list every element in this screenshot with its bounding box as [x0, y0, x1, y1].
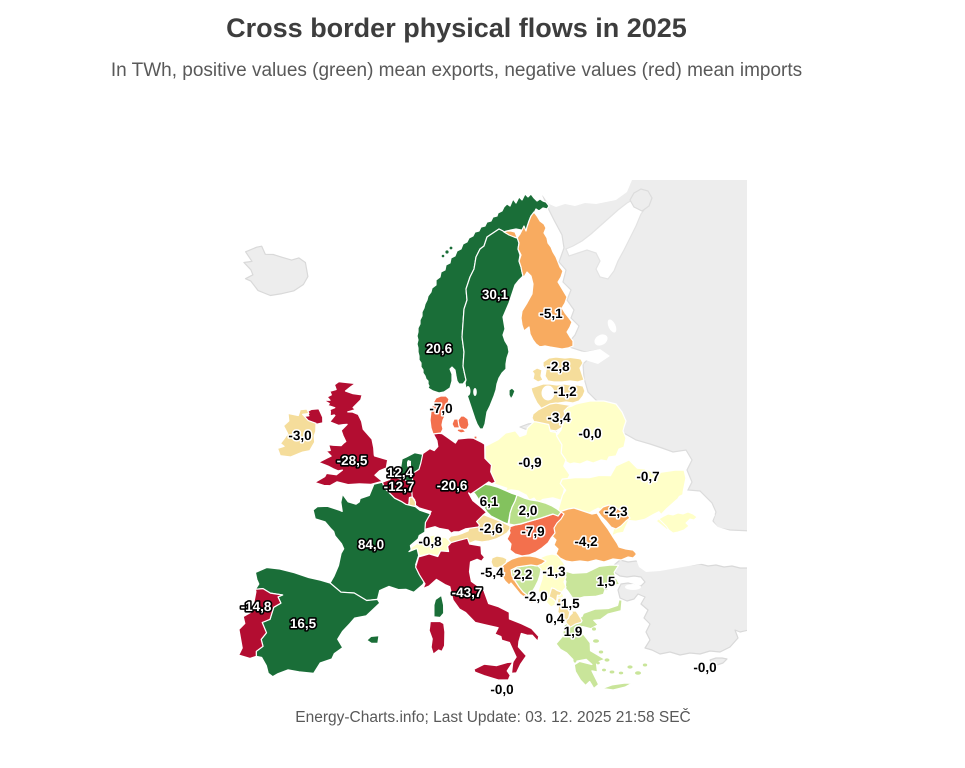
svg-text:2,2: 2,2 [514, 567, 533, 582]
svg-text:6,1: 6,1 [480, 494, 499, 509]
svg-text:-0,8: -0,8 [418, 534, 442, 549]
svg-text:1,9: 1,9 [564, 624, 583, 639]
svg-text:-2,8: -2,8 [546, 359, 570, 374]
svg-text:-0,7: -0,7 [636, 469, 659, 484]
svg-text:84,0: 84,0 [358, 537, 384, 552]
svg-text:-12,7: -12,7 [384, 479, 415, 494]
svg-text:-3,0: -3,0 [288, 428, 311, 443]
svg-text:-0,9: -0,9 [518, 455, 541, 470]
svg-text:12,4: 12,4 [387, 465, 414, 480]
svg-text:-20,6: -20,6 [437, 478, 468, 493]
svg-text:-0,0: -0,0 [578, 426, 601, 441]
svg-text:-5,4: -5,4 [480, 565, 504, 580]
svg-text:-2,0: -2,0 [524, 589, 547, 604]
svg-text:-1,2: -1,2 [553, 384, 576, 399]
svg-text:-43,7: -43,7 [452, 585, 483, 600]
svg-text:16,5: 16,5 [290, 616, 317, 631]
svg-text:-1,3: -1,3 [542, 564, 566, 579]
svg-text:-0,0: -0,0 [693, 660, 716, 675]
svg-text:-28,5: -28,5 [337, 453, 368, 468]
svg-text:-0,0: -0,0 [490, 682, 513, 697]
svg-text:20,6: 20,6 [426, 341, 453, 356]
svg-text:-14,8: -14,8 [241, 599, 272, 614]
svg-text:30,1: 30,1 [482, 287, 509, 302]
svg-text:-2,3: -2,3 [604, 504, 628, 519]
svg-text:-7,0: -7,0 [429, 401, 452, 416]
svg-text:2,0: 2,0 [519, 503, 538, 518]
svg-text:-2,6: -2,6 [479, 521, 503, 536]
svg-text:-7,9: -7,9 [521, 524, 544, 539]
svg-text:-4,2: -4,2 [574, 534, 597, 549]
svg-text:-3,4: -3,4 [547, 410, 571, 425]
svg-text:-5,1: -5,1 [539, 306, 563, 321]
svg-text:0,4: 0,4 [546, 611, 565, 626]
svg-text:1,5: 1,5 [597, 574, 616, 589]
svg-text:-1,5: -1,5 [556, 596, 580, 611]
